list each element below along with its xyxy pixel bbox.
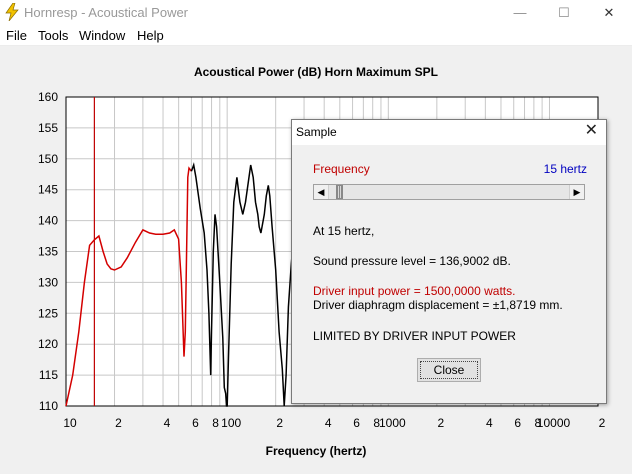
x-tick-label: 2 — [276, 416, 283, 430]
window-title: Hornresp - Acoustical Power — [24, 5, 189, 20]
menu-bar: File Tools Window Help — [0, 26, 632, 46]
x-tick-label: 6 — [353, 416, 360, 430]
at-frequency-text: At 15 hertz, — [313, 224, 375, 238]
scroll-left-arrow-icon[interactable]: ◀ — [314, 185, 329, 199]
window-titlebar: Hornresp - Acoustical Power — ☐ ✕ — [0, 0, 632, 26]
y-tick-label: 130 — [38, 275, 58, 289]
lightning-bolt-icon — [5, 3, 19, 21]
window-close-button[interactable]: ✕ — [603, 5, 615, 20]
y-tick-label: 120 — [38, 337, 58, 351]
dialog-close-icon[interactable]: ✕ — [584, 122, 598, 139]
x-tick-label: 8 — [212, 416, 219, 430]
spl-text: Sound pressure level = 136,9002 dB. — [313, 254, 511, 268]
x-tick-label: 4 — [164, 416, 171, 430]
spl-curve-series-0 — [65, 166, 192, 407]
dialog-title: Sample — [296, 125, 337, 139]
maximize-button[interactable]: ☐ — [558, 5, 570, 20]
sample-dialog: Sample ✕ Frequency 15 hertz ◀ ▶ At 15 he… — [291, 119, 607, 404]
x-tick-label: 2 — [437, 416, 444, 430]
dialog-titlebar: Sample ✕ — [292, 120, 606, 145]
menu-file[interactable]: File — [6, 28, 27, 43]
chart-title: Acoustical Power (dB) Horn Maximum SPL — [193, 65, 439, 79]
x-tick-label: 6 — [514, 416, 521, 430]
diaphragm-displacement-text: Driver diaphragm displacement = ±1,8719 … — [313, 298, 563, 312]
y-tick-label: 160 — [38, 90, 58, 104]
driver-power-text: Driver input power = 1500,0000 watts. — [313, 284, 516, 298]
y-tick-label: 135 — [38, 245, 58, 259]
frequency-label: Frequency — [313, 162, 370, 176]
x-tick-label: 2 — [115, 416, 122, 430]
y-tick-label: 140 — [38, 214, 58, 228]
y-tick-label: 145 — [38, 183, 58, 197]
x-tick-label: 10000 — [537, 416, 571, 430]
minimize-button[interactable]: — — [513, 5, 527, 20]
limited-text: LIMITED BY DRIVER INPUT POWER — [313, 329, 516, 343]
spl-curve-series-1 — [190, 162, 295, 407]
menu-help[interactable]: Help — [137, 28, 164, 43]
frequency-value: 15 hertz — [543, 162, 587, 176]
scrollbar-thumb[interactable] — [336, 185, 343, 199]
x-tick-label: 8 — [535, 416, 542, 430]
x-axis-label: Frequency (hertz) — [265, 444, 367, 458]
x-tick-label: 10 — [63, 416, 77, 430]
close-button[interactable]: Close — [417, 358, 481, 382]
x-tick-label: 6 — [192, 416, 199, 430]
y-tick-label: 155 — [38, 121, 58, 135]
menu-tools[interactable]: Tools — [38, 28, 69, 43]
y-tick-label: 115 — [39, 368, 58, 382]
frequency-scrollbar[interactable]: ◀ ▶ — [313, 184, 585, 200]
x-tick-label: 2 — [599, 416, 606, 430]
y-tick-label: 150 — [38, 152, 58, 166]
scroll-right-arrow-icon[interactable]: ▶ — [569, 185, 584, 199]
x-tick-label: 4 — [325, 416, 332, 430]
x-tick-label: 8 — [373, 416, 380, 430]
x-tick-label: 4 — [486, 416, 493, 430]
x-tick-label: 100 — [221, 416, 241, 430]
y-tick-label: 110 — [39, 399, 58, 413]
y-tick-label: 125 — [38, 306, 58, 320]
menu-window[interactable]: Window — [79, 28, 126, 43]
x-tick-label: 1000 — [379, 416, 406, 430]
